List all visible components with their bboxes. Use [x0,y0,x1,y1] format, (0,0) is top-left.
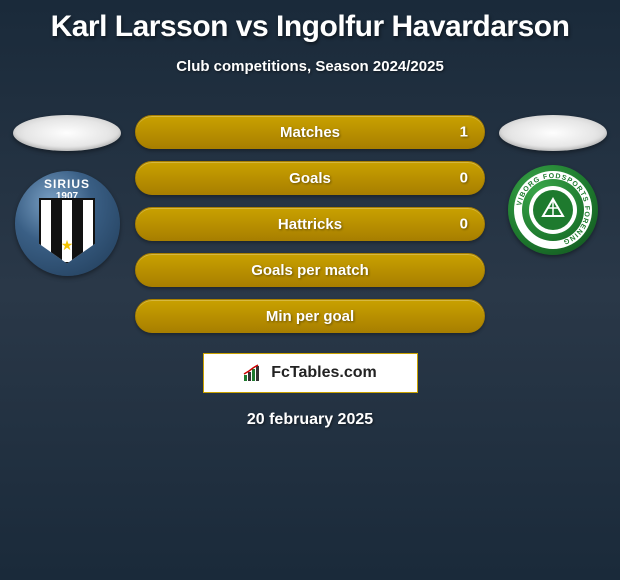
viborg-emblem-icon [539,196,567,224]
stat-label: Matches [280,124,340,141]
date-label: 20 february 2025 [0,411,620,429]
left-player-column: SIRIUS 1907 ★ [7,115,127,276]
sirius-badge: SIRIUS 1907 ★ [15,171,120,276]
subtitle: Club competitions, Season 2024/2025 [0,58,620,75]
viborg-badge: VIBORG FODSPORTS FORENING [508,165,598,255]
source-logo[interactable]: FcTables.com [203,353,418,393]
stat-value: 0 [460,216,468,233]
comparison-row: SIRIUS 1907 ★ Matches 1 Goals 0 [0,115,620,333]
stat-value: 0 [460,170,468,187]
stat-bar-matches: Matches 1 [135,115,485,149]
stat-bar-goals-per-match: Goals per match [135,253,485,287]
stat-label: Hattricks [278,216,342,233]
page-title: Karl Larsson vs Ingolfur Havardarson [0,0,620,44]
viborg-center [529,186,577,234]
stat-bar-goals: Goals 0 [135,161,485,195]
club-badge-right: VIBORG FODSPORTS FORENING [508,165,598,255]
sirius-shield: ★ [39,198,95,264]
sirius-name: SIRIUS [15,177,120,191]
stat-bar-hattricks: Hattricks 0 [135,207,485,241]
stat-label: Goals [289,170,331,187]
chart-icon [243,364,265,382]
stat-label: Goals per match [251,262,369,279]
stats-column: Matches 1 Goals 0 Hattricks 0 Goals per … [135,115,485,333]
player-photo-placeholder-right [499,115,607,151]
player-photo-placeholder-left [13,115,121,151]
stat-label: Min per goal [266,308,354,325]
stat-bar-min-per-goal: Min per goal [135,299,485,333]
star-icon: ★ [61,238,74,252]
right-player-column: VIBORG FODSPORTS FORENING [493,115,613,255]
stat-value: 1 [460,124,468,141]
source-logo-text: FcTables.com [271,364,377,382]
club-badge-left: SIRIUS 1907 ★ [15,171,120,276]
